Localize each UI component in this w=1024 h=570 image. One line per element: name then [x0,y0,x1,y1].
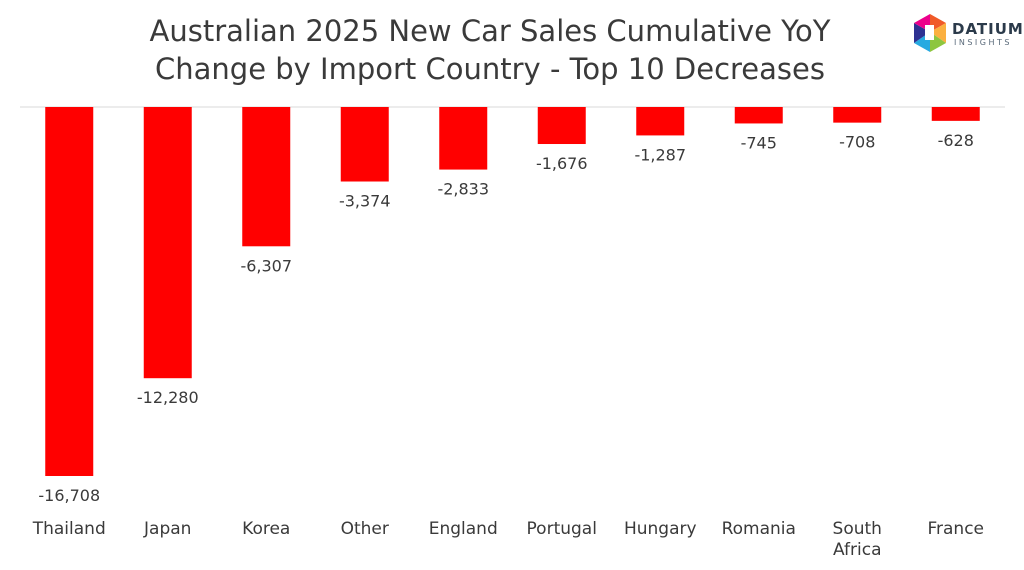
logo-mark-icon [914,14,946,52]
bar [340,107,389,182]
bar [734,107,783,124]
chart-title: Australian 2025 New Car Sales Cumulative… [60,12,920,88]
data-label: -3,374 [339,192,391,211]
data-label: -6,307 [240,256,292,275]
chart-title-line-1: Australian 2025 New Car Sales Cumulative… [149,14,831,48]
bar [143,107,192,379]
data-label: -2,833 [437,180,489,199]
category-label: Japan [143,519,191,539]
category-label: France [927,519,984,539]
category-label: Romania [722,519,796,539]
category-label: Korea [242,519,290,539]
bar [45,107,94,476]
data-label: -628 [938,131,974,150]
data-label: -12,280 [137,388,199,407]
chart-title-line-2: Change by Import Country - Top 10 Decrea… [155,52,825,86]
category-label: South Africa [833,519,882,560]
data-label: -708 [839,133,875,152]
category-label: Other [341,519,389,539]
category-label: England [429,519,498,539]
company-logo: DATIUM INSIGHTS [910,12,1023,54]
data-label: -1,287 [634,145,686,164]
bar [833,107,882,123]
category-label: Thailand [32,519,106,539]
bar [242,107,291,247]
bar [537,107,586,145]
bar [931,107,980,121]
bar [636,107,685,136]
data-label: -16,708 [38,486,100,505]
data-label: -745 [741,133,777,152]
data-label: -1,676 [536,154,588,173]
logo-brand-text: DATIUM [952,20,1024,38]
category-label: Portugal [527,519,597,539]
bar [439,107,488,170]
logo-sub-text: INSIGHTS [954,38,1012,47]
category-label: Hungary [624,519,697,539]
